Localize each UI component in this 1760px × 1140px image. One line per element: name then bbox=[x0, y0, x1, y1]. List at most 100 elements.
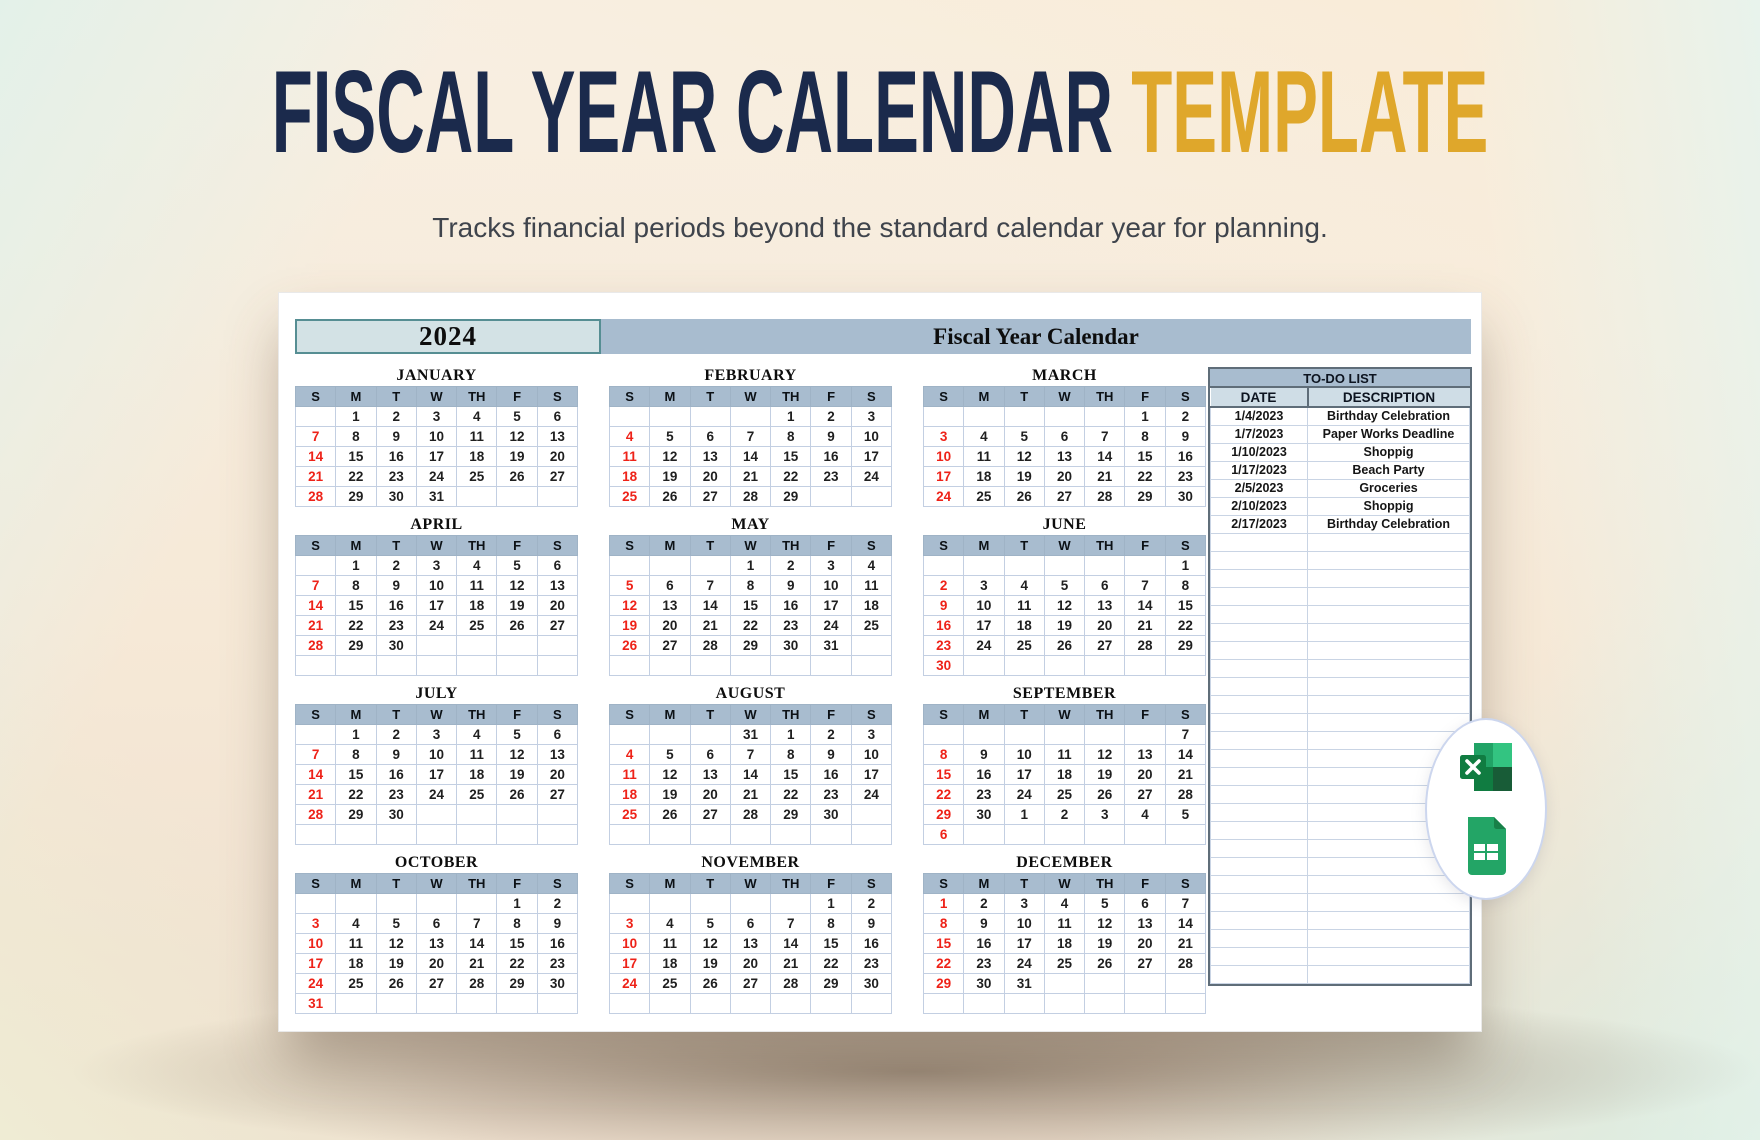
day-cell[interactable]: 21 bbox=[294, 615, 337, 636]
day-cell[interactable]: 18 bbox=[456, 764, 498, 785]
day-cell[interactable]: 5 bbox=[649, 426, 691, 447]
todo-description-cell[interactable]: Beach Party bbox=[1307, 460, 1470, 480]
day-cell[interactable]: 22 bbox=[770, 466, 812, 487]
day-cell[interactable]: 11 bbox=[850, 575, 893, 596]
day-cell[interactable]: 18 bbox=[963, 466, 1005, 487]
day-cell[interactable]: 2 bbox=[850, 893, 893, 914]
day-cell[interactable]: 18 bbox=[335, 953, 377, 974]
day-cell[interactable]: 2 bbox=[375, 406, 417, 427]
day-cell[interactable]: 27 bbox=[536, 615, 579, 636]
day-cell[interactable]: 27 bbox=[1124, 784, 1166, 805]
day-cell[interactable]: 16 bbox=[375, 595, 417, 616]
day-cell[interactable]: 7 bbox=[1164, 893, 1207, 914]
day-cell[interactable]: 25 bbox=[1003, 635, 1045, 656]
todo-date-cell[interactable]: 1/4/2023 bbox=[1210, 406, 1308, 426]
day-cell[interactable]: 12 bbox=[689, 933, 731, 954]
day-cell[interactable]: 18 bbox=[1043, 764, 1086, 785]
day-cell[interactable]: 12 bbox=[1084, 744, 1126, 765]
day-cell[interactable]: 6 bbox=[649, 575, 691, 596]
todo-description-cell[interactable]: Shoppig bbox=[1307, 496, 1470, 516]
day-cell[interactable]: 8 bbox=[922, 913, 965, 934]
day-cell[interactable]: 6 bbox=[536, 724, 579, 745]
day-cell[interactable]: 3 bbox=[1003, 893, 1045, 914]
day-cell[interactable]: 22 bbox=[335, 466, 377, 487]
day-cell[interactable]: 2 bbox=[536, 893, 579, 914]
day-cell[interactable]: 25 bbox=[963, 486, 1005, 507]
day-cell[interactable]: 30 bbox=[850, 973, 893, 994]
day-cell[interactable]: 23 bbox=[922, 635, 965, 656]
todo-description-cell[interactable]: Birthday Celebration bbox=[1307, 514, 1470, 534]
day-cell[interactable]: 29 bbox=[922, 804, 965, 825]
day-cell[interactable]: 14 bbox=[294, 764, 337, 785]
day-cell[interactable]: 6 bbox=[415, 913, 458, 934]
day-cell[interactable]: 7 bbox=[294, 744, 337, 765]
day-cell[interactable]: 18 bbox=[456, 595, 498, 616]
day-cell[interactable]: 22 bbox=[810, 953, 852, 974]
day-cell[interactable]: 3 bbox=[850, 406, 893, 427]
day-cell[interactable]: 24 bbox=[963, 635, 1005, 656]
day-cell[interactable]: 24 bbox=[294, 973, 337, 994]
todo-description-cell[interactable]: Shoppig bbox=[1307, 442, 1470, 462]
todo-date-cell[interactable]: 1/10/2023 bbox=[1210, 442, 1308, 462]
day-cell[interactable]: 31 bbox=[729, 724, 772, 745]
day-cell[interactable]: 8 bbox=[1164, 575, 1207, 596]
day-cell[interactable]: 20 bbox=[536, 595, 579, 616]
day-cell[interactable]: 22 bbox=[335, 615, 377, 636]
day-cell[interactable]: 4 bbox=[1003, 575, 1045, 596]
day-cell[interactable]: 10 bbox=[415, 426, 458, 447]
day-cell[interactable]: 17 bbox=[415, 595, 458, 616]
day-cell[interactable]: 3 bbox=[415, 406, 458, 427]
day-cell[interactable]: 19 bbox=[649, 466, 691, 487]
day-cell[interactable]: 24 bbox=[1003, 784, 1045, 805]
day-cell[interactable]: 3 bbox=[608, 913, 651, 934]
day-cell[interactable]: 20 bbox=[536, 764, 579, 785]
day-cell[interactable]: 31 bbox=[294, 993, 337, 1014]
day-cell[interactable]: 15 bbox=[922, 933, 965, 954]
day-cell[interactable]: 15 bbox=[729, 595, 772, 616]
day-cell[interactable]: 12 bbox=[649, 446, 691, 467]
day-cell[interactable]: 7 bbox=[770, 913, 812, 934]
day-cell[interactable]: 21 bbox=[1084, 466, 1126, 487]
day-cell[interactable]: 23 bbox=[850, 953, 893, 974]
day-cell[interactable]: 27 bbox=[415, 973, 458, 994]
day-cell[interactable]: 12 bbox=[496, 744, 538, 765]
day-cell[interactable]: 29 bbox=[770, 486, 812, 507]
day-cell[interactable]: 13 bbox=[536, 426, 579, 447]
day-cell[interactable]: 12 bbox=[1003, 446, 1045, 467]
day-cell[interactable]: 14 bbox=[294, 446, 337, 467]
day-cell[interactable]: 23 bbox=[810, 784, 852, 805]
day-cell[interactable]: 3 bbox=[1084, 804, 1126, 825]
day-cell[interactable]: 13 bbox=[1124, 913, 1166, 934]
day-cell[interactable]: 17 bbox=[415, 764, 458, 785]
day-cell[interactable]: 18 bbox=[850, 595, 893, 616]
day-cell[interactable]: 13 bbox=[1124, 744, 1166, 765]
day-cell[interactable]: 1 bbox=[770, 724, 812, 745]
day-cell[interactable]: 24 bbox=[922, 486, 965, 507]
day-cell[interactable]: 24 bbox=[608, 973, 651, 994]
day-cell[interactable]: 17 bbox=[963, 615, 1005, 636]
day-cell[interactable]: 29 bbox=[496, 973, 538, 994]
day-cell[interactable]: 27 bbox=[536, 784, 579, 805]
day-cell[interactable]: 26 bbox=[608, 635, 651, 656]
day-cell[interactable]: 26 bbox=[1084, 784, 1126, 805]
day-cell[interactable]: 6 bbox=[689, 426, 731, 447]
day-cell[interactable]: 2 bbox=[963, 893, 1005, 914]
day-cell[interactable]: 1 bbox=[1164, 555, 1207, 576]
day-cell[interactable]: 26 bbox=[1003, 486, 1045, 507]
day-cell[interactable]: 15 bbox=[810, 933, 852, 954]
day-cell[interactable]: 16 bbox=[1164, 446, 1207, 467]
day-cell[interactable]: 19 bbox=[375, 953, 417, 974]
day-cell[interactable]: 24 bbox=[850, 784, 893, 805]
day-cell[interactable]: 21 bbox=[456, 953, 498, 974]
day-cell[interactable]: 6 bbox=[1084, 575, 1126, 596]
day-cell[interactable]: 19 bbox=[1003, 466, 1045, 487]
day-cell[interactable]: 24 bbox=[850, 466, 893, 487]
day-cell[interactable]: 3 bbox=[415, 555, 458, 576]
day-cell[interactable]: 30 bbox=[963, 804, 1005, 825]
day-cell[interactable]: 11 bbox=[963, 446, 1005, 467]
day-cell[interactable]: 20 bbox=[689, 466, 731, 487]
day-cell[interactable]: 11 bbox=[456, 575, 498, 596]
day-cell[interactable]: 26 bbox=[375, 973, 417, 994]
day-cell[interactable]: 16 bbox=[536, 933, 579, 954]
day-cell[interactable]: 21 bbox=[294, 466, 337, 487]
